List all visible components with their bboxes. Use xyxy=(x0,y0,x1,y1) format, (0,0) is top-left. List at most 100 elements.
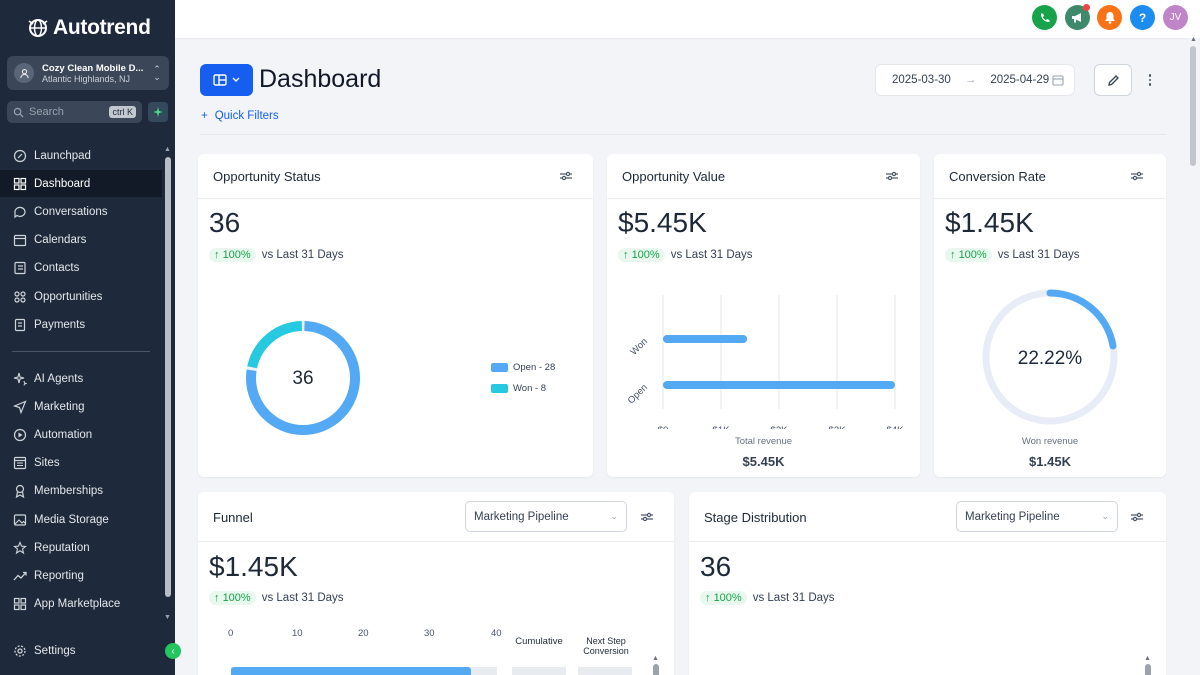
metric-trend: ↑ 100% vs Last 31 Days xyxy=(618,248,753,262)
trend-badge: ↑ 100% xyxy=(700,591,747,605)
chevron-down-icon: ⌄ xyxy=(1101,511,1109,521)
legend-item-won[interactable]: Won - 8 xyxy=(491,383,546,394)
quick-action-button[interactable] xyxy=(148,102,168,122)
sidebar-scrollbar[interactable]: ▲ ▼ xyxy=(164,146,172,621)
send-icon xyxy=(13,400,27,414)
scroll-up-arrow[interactable]: ▲ xyxy=(1144,655,1151,662)
dashboard-switcher-button[interactable] xyxy=(200,64,253,96)
brand-name: Autotrend xyxy=(53,16,151,39)
date-range-picker[interactable]: 2025-03-30 → 2025-04-29 xyxy=(875,64,1075,96)
phone-button[interactable] xyxy=(1032,5,1057,30)
card-title: Opportunity Value xyxy=(622,169,726,184)
collapse-sidebar-button[interactable]: ‹ xyxy=(165,643,181,659)
search-shortcut: ctrl K xyxy=(109,106,136,118)
funnel-tick: 10 xyxy=(292,628,303,639)
pipeline-select[interactable]: Marketing Pipeline ⌄ xyxy=(465,501,627,532)
next-step-column-header: Next Step Conversion xyxy=(583,636,629,656)
page-scroll-thumb[interactable] xyxy=(1190,46,1196,166)
pipeline-select[interactable]: Marketing Pipeline ⌄ xyxy=(956,501,1118,532)
bar-open[interactable] xyxy=(663,381,895,389)
chevron-down-icon xyxy=(232,77,240,82)
sidebar-item-settings[interactable]: Settings xyxy=(0,637,162,664)
sidebar-item-app-marketplace[interactable]: App Marketplace xyxy=(0,591,162,618)
funnel-bar[interactable] xyxy=(231,667,471,675)
sidebar-item-ai-agents[interactable]: AI Agents xyxy=(0,365,162,392)
sidebar-item-memberships[interactable]: Memberships xyxy=(0,478,162,505)
sidebar-item-label: Contacts xyxy=(34,262,80,275)
chevron-left-icon: ‹ xyxy=(171,645,175,657)
notification-dot xyxy=(1083,4,1090,11)
scroll-down-arrow[interactable]: ▼ xyxy=(164,614,171,621)
sidebar-item-automation[interactable]: Automation xyxy=(0,421,162,448)
scroll-up-arrow[interactable]: ▲ xyxy=(652,655,659,662)
bar-won[interactable] xyxy=(663,335,748,343)
main-content: Dashboard 2025-03-30 → 2025-04-29 + Quick… xyxy=(175,38,1187,675)
conversion-rate-card: Conversion Rate $1.45K ↑ 100% vs Last 31 … xyxy=(934,154,1166,477)
funnel-tick: 30 xyxy=(424,628,435,639)
sidebar-item-label: Launchpad xyxy=(34,149,91,162)
globe-icon xyxy=(28,19,48,37)
search-placeholder: Search xyxy=(29,106,64,118)
sidebar-item-opportunities[interactable]: Opportunities xyxy=(0,283,162,310)
sidebar-item-reporting[interactable]: Reporting xyxy=(0,562,162,589)
metric-value: 36 xyxy=(700,551,732,582)
trend-period: vs Last 31 Days xyxy=(997,249,1080,261)
donut-slice-open[interactable] xyxy=(246,321,360,435)
more-options-button[interactable] xyxy=(1143,68,1157,92)
star-icon xyxy=(13,540,27,554)
sidebar-item-payments[interactable]: Payments xyxy=(0,311,162,338)
page-scrollbar[interactable]: ▲ xyxy=(1188,36,1200,675)
sidebar-item-dashboard[interactable]: Dashboard xyxy=(0,170,162,198)
help-button[interactable]: ? xyxy=(1130,5,1155,30)
brand-logo[interactable]: Autotrend xyxy=(27,14,151,42)
funnel-scroll-thumb[interactable] xyxy=(653,664,659,675)
gear-icon xyxy=(14,644,26,657)
metric-value: $1.45K xyxy=(945,207,1034,238)
edit-dashboard-button[interactable] xyxy=(1094,64,1132,96)
x-tick-label: $4K xyxy=(887,425,905,429)
sidebar-item-sites[interactable]: Sites xyxy=(0,450,162,477)
trend-badge: ↑ 100% xyxy=(945,248,992,262)
sidebar-item-reputation[interactable]: Reputation xyxy=(0,534,162,561)
scroll-up-arrow[interactable]: ▲ xyxy=(164,146,171,153)
chevron-down-icon: ⌄ xyxy=(610,511,618,521)
card-title: Stage Distribution xyxy=(704,510,807,525)
announcements-button[interactable] xyxy=(1065,4,1090,30)
conversion-arc[interactable] xyxy=(982,289,1118,425)
nav-divider xyxy=(12,351,150,352)
sidebar-item-marketing[interactable]: Marketing xyxy=(0,393,162,420)
help-icon: ? xyxy=(1138,10,1147,25)
quick-filters-button[interactable]: + Quick Filters xyxy=(201,110,279,122)
sidebar-item-conversations[interactable]: Conversations xyxy=(0,198,162,225)
filter-icon[interactable] xyxy=(559,170,573,182)
legend-item-open[interactable]: Open - 28 xyxy=(491,362,555,373)
pencil-icon xyxy=(1107,74,1119,86)
sidebar-item-media-storage[interactable]: Media Storage xyxy=(0,506,162,533)
calendar-icon xyxy=(13,234,27,247)
avatar[interactable]: JV xyxy=(1163,5,1188,30)
sidebar-item-launchpad[interactable]: Launchpad xyxy=(0,142,162,169)
filter-icon[interactable] xyxy=(640,511,654,523)
account-location: Atlantic Highlands, NJ xyxy=(42,73,131,84)
filter-icon[interactable] xyxy=(885,170,899,182)
sidebar-item-label: App Marketplace xyxy=(34,598,121,611)
sidebar-item-calendars[interactable]: Calendars xyxy=(0,227,162,254)
stage-scroll-thumb[interactable] xyxy=(1145,664,1151,675)
sidebar-item-contacts[interactable]: Contacts xyxy=(0,255,162,282)
card-title: Funnel xyxy=(213,510,253,525)
notifications-button[interactable] xyxy=(1097,5,1122,30)
trend-badge: ↑ 100% xyxy=(209,248,256,262)
search-input[interactable]: Search ctrl K xyxy=(7,101,142,123)
won-revenue-label: Won revenue xyxy=(1021,436,1079,447)
filter-icon[interactable] xyxy=(1130,511,1144,523)
sidebar-scroll-thumb[interactable] xyxy=(165,157,171,597)
account-switcher[interactable]: Cozy Clean Mobile D... Atlantic Highland… xyxy=(7,56,169,90)
calendar-icon xyxy=(1052,75,1064,86)
scroll-up-arrow[interactable]: ▲ xyxy=(1190,36,1197,43)
filter-icon[interactable] xyxy=(1130,170,1144,182)
sidebar-item-label: Reputation xyxy=(34,541,90,554)
top-bar: ? JV xyxy=(175,0,1200,38)
sidebar: Autotrend Cozy Clean Mobile D... Atlanti… xyxy=(0,0,181,675)
trend-period: vs Last 31 Days xyxy=(261,592,344,604)
layout-icon xyxy=(213,74,227,86)
